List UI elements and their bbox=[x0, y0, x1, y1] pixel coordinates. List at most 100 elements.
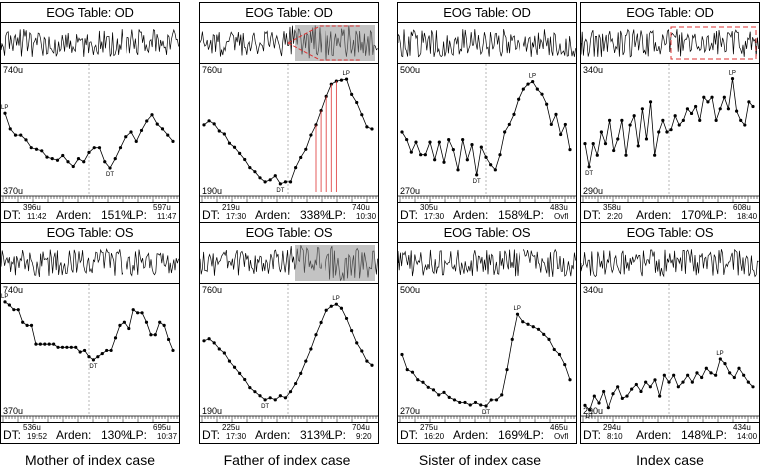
data-point bbox=[365, 359, 369, 363]
data-point bbox=[549, 122, 553, 127]
eog-chart: DT LP 760u 190u bbox=[200, 64, 378, 204]
data-point bbox=[227, 141, 232, 145]
dt-time: 17:30 bbox=[226, 432, 247, 441]
data-point bbox=[442, 160, 446, 164]
data-point bbox=[743, 123, 747, 127]
data-point bbox=[489, 163, 493, 167]
data-point bbox=[109, 348, 113, 353]
data-point bbox=[155, 122, 159, 126]
y-min-label: 290u bbox=[583, 186, 604, 196]
highlight-outline bbox=[287, 25, 360, 61]
data-point bbox=[360, 113, 364, 117]
data-point bbox=[405, 368, 409, 372]
data-point bbox=[50, 157, 54, 161]
waveform-trace bbox=[398, 248, 576, 277]
dt-time: 17:30 bbox=[226, 212, 247, 221]
data-point bbox=[500, 393, 504, 397]
data-point bbox=[113, 336, 118, 340]
data-point bbox=[258, 394, 262, 398]
dt-label: DT: bbox=[3, 428, 21, 442]
y-max-label: 500u bbox=[400, 285, 421, 295]
eog-panel-od: EOG Table: OD DT LP 760u 190u DT: 219u 17:30 Ard… bbox=[199, 2, 379, 224]
data-point bbox=[34, 342, 38, 346]
data-point bbox=[694, 104, 698, 109]
dt-value: 536u bbox=[23, 423, 41, 432]
lp-mark: LP bbox=[514, 306, 521, 312]
lp-value: 483u bbox=[550, 203, 568, 212]
data-point bbox=[299, 155, 303, 160]
waveform-svg bbox=[200, 243, 378, 283]
y-min-label: 370u bbox=[3, 406, 24, 416]
data-point bbox=[568, 378, 572, 382]
data-point bbox=[136, 311, 140, 315]
data-point bbox=[706, 100, 710, 104]
data-point bbox=[87, 150, 91, 154]
waveform-gap bbox=[520, 23, 523, 63]
eog-panel-od: EOG Table: OD DT LP 500u 270u DT: 305u 17:30 Ard… bbox=[397, 2, 577, 224]
data-point bbox=[65, 345, 69, 349]
data-point bbox=[140, 311, 144, 315]
lp-value: 704u bbox=[352, 423, 370, 432]
data-point bbox=[149, 333, 153, 337]
dt-value: 294u bbox=[603, 423, 621, 432]
waveform-strip bbox=[1, 243, 179, 284]
data-point bbox=[400, 130, 404, 134]
data-point bbox=[87, 355, 91, 359]
waveform-trace bbox=[1, 28, 179, 57]
data-point bbox=[96, 355, 100, 359]
data-point bbox=[723, 362, 727, 366]
panel-title: EOG Table: OD bbox=[581, 3, 759, 23]
lp-label: LP: bbox=[328, 428, 347, 442]
stats-bar: DT: 219u 17:30 Arden: 338% LP: 740u 10:30 bbox=[200, 202, 378, 223]
data-point bbox=[118, 323, 122, 327]
data-point bbox=[468, 403, 472, 407]
data-point bbox=[505, 368, 509, 372]
data-point bbox=[657, 130, 661, 134]
lp-time: 9:20 bbox=[356, 432, 372, 441]
data-point bbox=[288, 180, 293, 184]
data-point bbox=[71, 164, 75, 169]
y-max-label: 760u bbox=[202, 285, 223, 295]
y-min-label: 370u bbox=[3, 186, 24, 196]
waveform-svg bbox=[398, 23, 576, 63]
data-point bbox=[426, 385, 430, 389]
data-point bbox=[253, 390, 257, 394]
data-point bbox=[421, 380, 425, 384]
waveform-strip bbox=[1, 23, 179, 64]
data-point bbox=[583, 142, 587, 146]
data-point bbox=[108, 166, 112, 170]
data-point bbox=[16, 308, 20, 312]
data-point bbox=[447, 395, 451, 399]
data-point bbox=[465, 158, 469, 162]
y-max-label: 740u bbox=[3, 285, 24, 295]
y-min-label: 190u bbox=[202, 406, 223, 416]
data-point bbox=[735, 109, 739, 113]
dt-label: DT: bbox=[202, 428, 220, 442]
eog-chart: DT LP 340u 290u bbox=[581, 284, 759, 424]
data-point bbox=[227, 359, 232, 363]
data-point bbox=[603, 142, 608, 146]
dt-label: DT: bbox=[400, 428, 418, 442]
data-point bbox=[61, 153, 65, 158]
data-point bbox=[171, 139, 175, 144]
data-point bbox=[217, 347, 221, 351]
data-point bbox=[695, 371, 699, 375]
dt-label: DT: bbox=[202, 208, 220, 222]
data-point bbox=[405, 137, 409, 142]
lp-time: 10:37 bbox=[157, 432, 178, 441]
dt-mark: DT bbox=[473, 179, 481, 185]
data-point bbox=[171, 348, 175, 353]
data-point bbox=[314, 333, 318, 337]
data-point bbox=[673, 114, 677, 118]
data-point bbox=[253, 170, 257, 174]
lp-label: LP: bbox=[328, 208, 347, 222]
arden-value: 130% bbox=[101, 428, 132, 442]
data-point bbox=[677, 123, 681, 127]
chart-svg: DT LP bbox=[1, 284, 179, 422]
dt-value: 225u bbox=[222, 423, 240, 432]
y-max-label: 340u bbox=[583, 285, 604, 295]
data-point bbox=[531, 79, 535, 84]
data-point bbox=[55, 158, 60, 162]
data-point bbox=[294, 381, 298, 386]
panel-title: EOG Table: OS bbox=[398, 223, 576, 243]
